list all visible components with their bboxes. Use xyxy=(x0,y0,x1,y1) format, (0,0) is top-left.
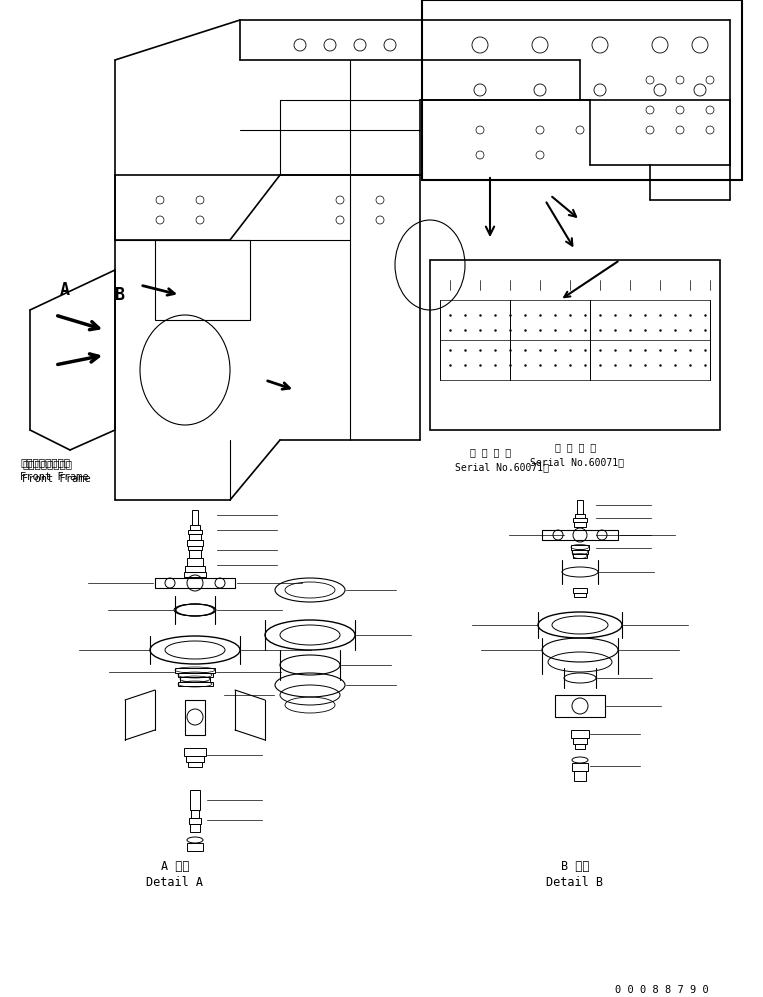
Bar xyxy=(575,514,585,518)
Bar xyxy=(186,756,204,762)
Text: Serial No.60071～: Serial No.60071～ xyxy=(530,457,624,467)
Bar xyxy=(155,578,235,588)
Bar xyxy=(189,534,201,540)
Bar xyxy=(422,0,742,180)
Bar xyxy=(571,545,589,550)
Bar xyxy=(555,695,605,717)
Bar xyxy=(571,730,589,738)
Text: B: B xyxy=(115,286,125,304)
Bar xyxy=(155,240,250,320)
Bar xyxy=(542,530,618,540)
Bar xyxy=(574,771,586,781)
Text: 0 0 0 8 8 7 9 0: 0 0 0 8 8 7 9 0 xyxy=(615,985,709,995)
Bar xyxy=(185,566,205,572)
Bar xyxy=(430,260,720,430)
Bar xyxy=(575,744,585,749)
Bar xyxy=(577,500,583,514)
Bar xyxy=(191,810,199,818)
Bar xyxy=(188,762,202,767)
Text: Serial No.60071～: Serial No.60071～ xyxy=(455,462,549,472)
Text: Detail B: Detail B xyxy=(546,876,604,889)
Bar xyxy=(574,522,586,527)
Text: A 詳細: A 詳細 xyxy=(161,860,189,873)
Bar xyxy=(187,843,203,851)
Bar xyxy=(184,572,206,577)
Bar xyxy=(178,673,213,677)
Text: A: A xyxy=(60,281,70,299)
Bar xyxy=(190,824,200,832)
Bar xyxy=(187,540,203,546)
Bar xyxy=(573,738,587,744)
Bar xyxy=(573,588,587,593)
Text: フロントフレーム: フロントフレーム xyxy=(20,457,70,467)
Bar xyxy=(573,554,587,558)
Bar xyxy=(574,593,586,597)
Bar xyxy=(188,546,202,550)
Text: Front Frame: Front Frame xyxy=(20,472,89,482)
Text: Detail A: Detail A xyxy=(146,876,204,889)
Bar xyxy=(192,510,198,525)
Bar xyxy=(189,818,201,824)
Text: Front Frame: Front Frame xyxy=(22,474,91,484)
Bar xyxy=(572,550,588,554)
Bar xyxy=(180,677,210,682)
Text: フロントフレーム: フロントフレーム xyxy=(22,459,72,469)
Text: 適 用 号 機: 適 用 号 機 xyxy=(555,442,596,452)
Bar xyxy=(189,550,201,558)
Bar xyxy=(190,790,200,810)
Bar xyxy=(572,763,588,771)
Bar xyxy=(178,682,213,686)
Bar xyxy=(188,530,202,534)
Text: 適 用 号 機: 適 用 号 機 xyxy=(470,447,511,457)
Text: B 詳細: B 詳細 xyxy=(561,860,589,873)
Bar xyxy=(573,518,587,522)
Bar xyxy=(185,700,205,735)
Bar xyxy=(184,748,206,756)
Bar xyxy=(190,525,200,530)
Bar xyxy=(175,668,215,673)
Bar xyxy=(187,558,203,566)
